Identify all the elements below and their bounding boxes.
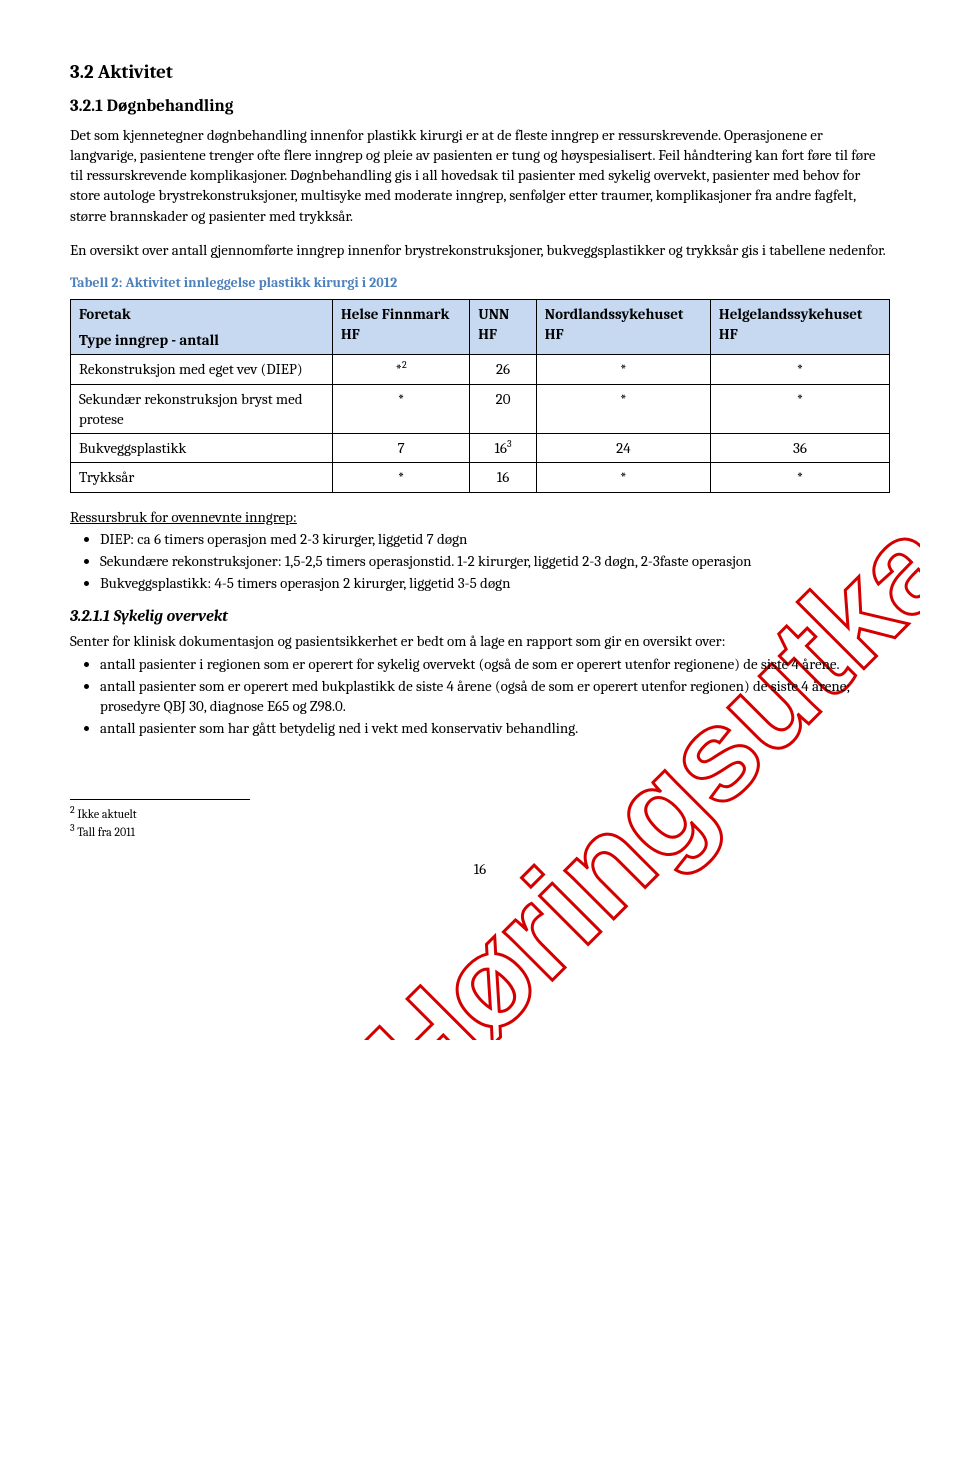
cell: 16 bbox=[470, 463, 537, 492]
cell: * bbox=[536, 463, 710, 492]
cell: 26 bbox=[470, 355, 537, 384]
cell: *2 bbox=[332, 355, 469, 384]
list-item: antall pasienter som er operert med bukp… bbox=[100, 676, 890, 717]
cell: 24 bbox=[536, 434, 710, 463]
table-caption: Tabell 2: Aktivitet innleggelse plastikk… bbox=[70, 274, 890, 293]
footnote-num: 3 bbox=[70, 822, 75, 834]
heading-2: 3.2 Aktivitet bbox=[70, 60, 890, 86]
cell: * bbox=[536, 355, 710, 384]
th-unn: UNN HF bbox=[470, 299, 537, 355]
paragraph-3: Senter for klinisk dokumentasjon og pasi… bbox=[70, 631, 890, 651]
resource-list: DIEP: ca 6 timers operasjon med 2-3 kiru… bbox=[100, 529, 890, 594]
activity-table: Foretak Type inngrep - antall Helse Finn… bbox=[70, 299, 890, 493]
list-item: antall pasienter i regionen som er opere… bbox=[100, 654, 890, 674]
th-foretak-line1: Foretak bbox=[79, 304, 324, 324]
cell: 163 bbox=[470, 434, 537, 463]
cell: * bbox=[710, 463, 889, 492]
cell-label: Rekonstruksjon med eget vev (DIEP) bbox=[71, 355, 333, 384]
th-nordland: Nordlandssykehuset HF bbox=[536, 299, 710, 355]
th-helgeland: Helgelandssykehuset HF bbox=[710, 299, 889, 355]
cell: * bbox=[710, 384, 889, 434]
heading-4: 3.2.1.1 Sykelig overvekt bbox=[70, 606, 890, 628]
th-foretak-line2: Type inngrep - antall bbox=[79, 330, 324, 350]
table-row: Bukveggsplastikk 7 163 24 36 bbox=[71, 434, 890, 463]
cell-label: Trykksår bbox=[71, 463, 333, 492]
table-row: Sekundær rekonstruksjon bryst med protes… bbox=[71, 384, 890, 434]
cell: * bbox=[536, 384, 710, 434]
cell-label: Sekundær rekonstruksjon bryst med protes… bbox=[71, 384, 333, 434]
cell: * bbox=[332, 463, 469, 492]
list-item: antall pasienter som har gått betydelig … bbox=[100, 718, 890, 738]
footnote-text: Tall fra 2011 bbox=[77, 825, 135, 839]
th-foretak: Foretak Type inngrep - antall bbox=[71, 299, 333, 355]
page-number: 16 bbox=[70, 859, 890, 879]
th-finnmark: Helse Finnmark HF bbox=[332, 299, 469, 355]
list-item: Bukveggsplastikk: 4-5 timers operasjon 2… bbox=[100, 573, 890, 593]
paragraph-1: Det som kjennetegner døgnbehandling inne… bbox=[70, 125, 890, 226]
cell: 20 bbox=[470, 384, 537, 434]
cell: * bbox=[710, 355, 889, 384]
cell: * bbox=[332, 384, 469, 434]
overview-list: antall pasienter i regionen som er opere… bbox=[100, 654, 890, 739]
footnotes: 2 Ikke aktuelt 3 Tall fra 2011 bbox=[70, 799, 250, 841]
footnote-num: 2 bbox=[70, 804, 75, 816]
list-item: DIEP: ca 6 timers operasjon med 2-3 kiru… bbox=[100, 529, 890, 549]
cell-label: Bukveggsplastikk bbox=[71, 434, 333, 463]
list-item: Sekundære rekonstruksjoner: 1,5-2,5 time… bbox=[100, 551, 890, 571]
resource-heading: Ressursbruk for ovennevnte inngrep: bbox=[70, 507, 890, 527]
cell: 7 bbox=[332, 434, 469, 463]
paragraph-2: En oversikt over antall gjennomførte inn… bbox=[70, 240, 890, 260]
heading-3: 3.2.1 Døgnbehandling bbox=[70, 96, 890, 119]
footnote-text: Ikke aktuelt bbox=[77, 807, 136, 821]
table-row: Rekonstruksjon med eget vev (DIEP) *2 26… bbox=[71, 355, 890, 384]
cell: 36 bbox=[710, 434, 889, 463]
table-row: Trykksår * 16 * * bbox=[71, 463, 890, 492]
